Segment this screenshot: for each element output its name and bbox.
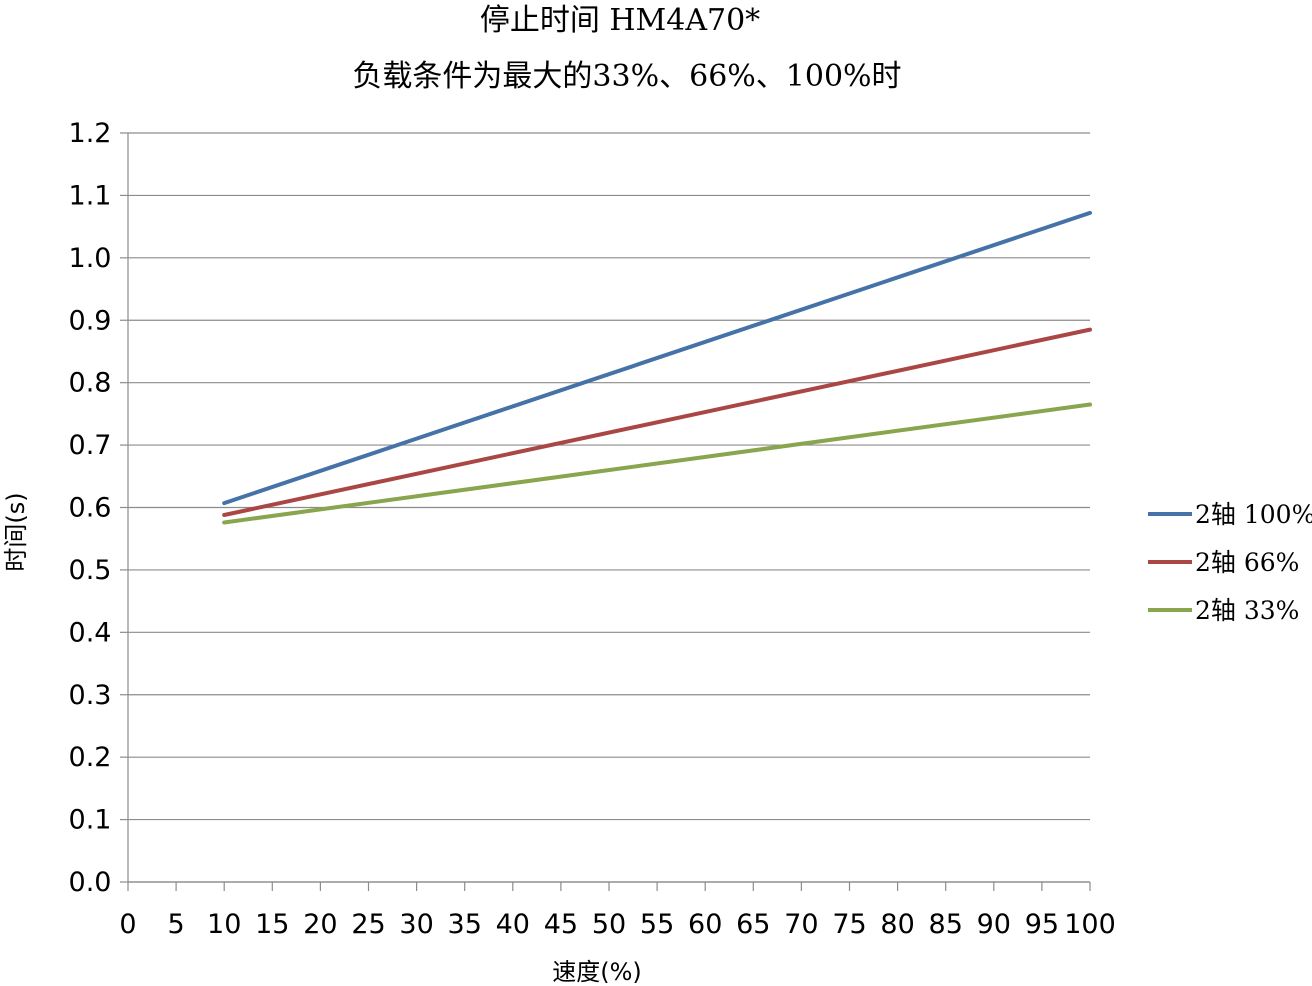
chart-subtitle: 负载条件为最大的33%、66%、100%时 <box>352 59 901 94</box>
y-tick-label: 0.4 <box>69 617 112 648</box>
y-axis-label: 时间(s) <box>2 492 30 571</box>
series-line-0 <box>222 210 1092 506</box>
y-tick-label: 1.0 <box>69 243 112 274</box>
x-tick-label: 80 <box>880 909 914 940</box>
y-tick-label: 1.2 <box>69 118 112 149</box>
y-tick-label: 0.9 <box>69 305 112 336</box>
x-tick-label: 40 <box>496 909 530 940</box>
x-tick-label: 0 <box>119 909 136 940</box>
y-tick-label: 0.3 <box>69 680 112 711</box>
x-axis-label: 速度(%) <box>552 958 642 986</box>
y-tick-label: 0.0 <box>69 867 112 898</box>
x-tick-label: 30 <box>399 909 433 940</box>
gridlines <box>128 132 1090 883</box>
x-tick-label: 100 <box>1064 909 1116 940</box>
x-tick-label: 15 <box>255 909 289 940</box>
series-line-1 <box>222 327 1092 517</box>
x-tick-label: 60 <box>688 909 722 940</box>
y-tick-label: 0.2 <box>69 742 112 773</box>
y-tick-label: 0.6 <box>69 493 112 524</box>
series-lines <box>222 210 1092 525</box>
x-tick-label: 50 <box>592 909 626 940</box>
x-tick-label: 75 <box>832 909 866 940</box>
x-tick-label: 20 <box>303 909 337 940</box>
legend-label-1: 2轴 66% <box>1195 548 1299 577</box>
series-line-2 <box>222 402 1092 525</box>
x-tick-label: 95 <box>1025 909 1059 940</box>
x-tick-label: 55 <box>640 909 674 940</box>
chart-title: 停止时间 HM4A70* <box>480 3 760 38</box>
x-tick-label: 90 <box>977 909 1011 940</box>
x-tick-label: 45 <box>544 909 578 940</box>
legend: 2轴 100% 2轴 66% 2轴 33% <box>1148 500 1312 625</box>
x-tick-label: 65 <box>736 909 770 940</box>
x-tick-label: 10 <box>207 909 241 940</box>
y-tick-label: 0.1 <box>69 805 112 836</box>
x-tick-label: 70 <box>784 909 818 940</box>
y-axis-ticks: 0.0 0.1 0.2 0.3 0.4 0.5 0.6 0.7 0.8 0.9 1.0 1.1 1.2 <box>69 118 128 898</box>
x-tick-label: 85 <box>929 909 963 940</box>
x-tick-label: 25 <box>351 909 385 940</box>
y-tick-label: 0.5 <box>69 555 112 586</box>
y-tick-label: 1.1 <box>69 180 112 211</box>
legend-label-2: 2轴 33% <box>1195 596 1299 625</box>
x-tick-label: 5 <box>168 909 185 940</box>
legend-label-0: 2轴 100% <box>1195 500 1312 529</box>
y-tick-label: 0.8 <box>69 368 112 399</box>
x-axis-ticks: 0 5 10 15 20 25 30 35 40 45 50 55 60 65 70 75 80 85 90 95 10… <box>119 882 1116 940</box>
x-tick-label: 35 <box>448 909 482 940</box>
y-tick-label: 0.7 <box>69 430 112 461</box>
